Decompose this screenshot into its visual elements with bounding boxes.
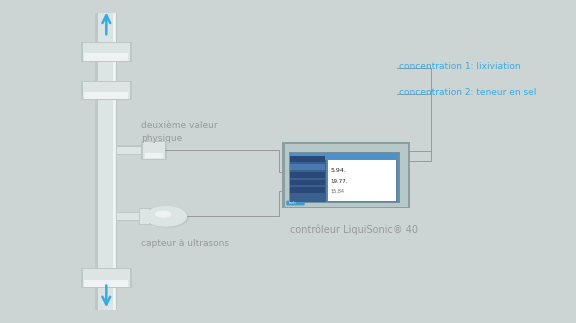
FancyBboxPatch shape	[145, 152, 163, 158]
FancyBboxPatch shape	[290, 153, 325, 202]
FancyBboxPatch shape	[118, 147, 143, 154]
Ellipse shape	[146, 207, 189, 228]
Text: 19.77.: 19.77.	[331, 179, 348, 184]
FancyBboxPatch shape	[83, 82, 130, 99]
FancyBboxPatch shape	[98, 13, 116, 310]
Text: concentration 1: lixiviation: concentration 1: lixiviation	[400, 62, 521, 71]
Text: deuxième valeur
physique: deuxième valeur physique	[141, 121, 218, 143]
FancyBboxPatch shape	[81, 42, 132, 62]
FancyBboxPatch shape	[139, 208, 151, 225]
FancyBboxPatch shape	[290, 153, 399, 202]
FancyBboxPatch shape	[285, 144, 408, 207]
FancyBboxPatch shape	[286, 201, 305, 205]
FancyBboxPatch shape	[328, 160, 396, 201]
FancyBboxPatch shape	[118, 213, 140, 220]
FancyBboxPatch shape	[83, 43, 130, 61]
Text: contrôleur LiquiSonic® 40: contrôleur LiquiSonic® 40	[290, 224, 418, 235]
Ellipse shape	[145, 206, 187, 227]
FancyBboxPatch shape	[290, 172, 325, 178]
FancyBboxPatch shape	[141, 141, 166, 160]
FancyBboxPatch shape	[290, 153, 399, 160]
Ellipse shape	[155, 211, 172, 218]
FancyBboxPatch shape	[96, 13, 118, 310]
FancyBboxPatch shape	[85, 92, 128, 99]
FancyBboxPatch shape	[83, 269, 130, 287]
FancyBboxPatch shape	[140, 209, 149, 224]
FancyBboxPatch shape	[85, 54, 128, 61]
Text: capteur à ultrasons: capteur à ultrasons	[141, 239, 229, 248]
FancyBboxPatch shape	[116, 212, 145, 221]
FancyBboxPatch shape	[289, 152, 400, 203]
Text: concentration 2: teneur en sel: concentration 2: teneur en sel	[400, 88, 537, 97]
FancyBboxPatch shape	[290, 164, 325, 170]
Text: Inch: Inch	[289, 201, 297, 205]
FancyBboxPatch shape	[290, 187, 325, 193]
Text: 15.84: 15.84	[331, 189, 345, 194]
FancyBboxPatch shape	[116, 145, 147, 155]
FancyBboxPatch shape	[290, 180, 325, 185]
Text: 5.94.: 5.94.	[331, 168, 347, 172]
FancyBboxPatch shape	[85, 280, 128, 287]
FancyBboxPatch shape	[81, 268, 132, 287]
FancyBboxPatch shape	[290, 156, 325, 162]
FancyBboxPatch shape	[143, 142, 165, 159]
FancyBboxPatch shape	[113, 13, 116, 310]
FancyBboxPatch shape	[282, 142, 410, 208]
FancyBboxPatch shape	[81, 81, 132, 100]
